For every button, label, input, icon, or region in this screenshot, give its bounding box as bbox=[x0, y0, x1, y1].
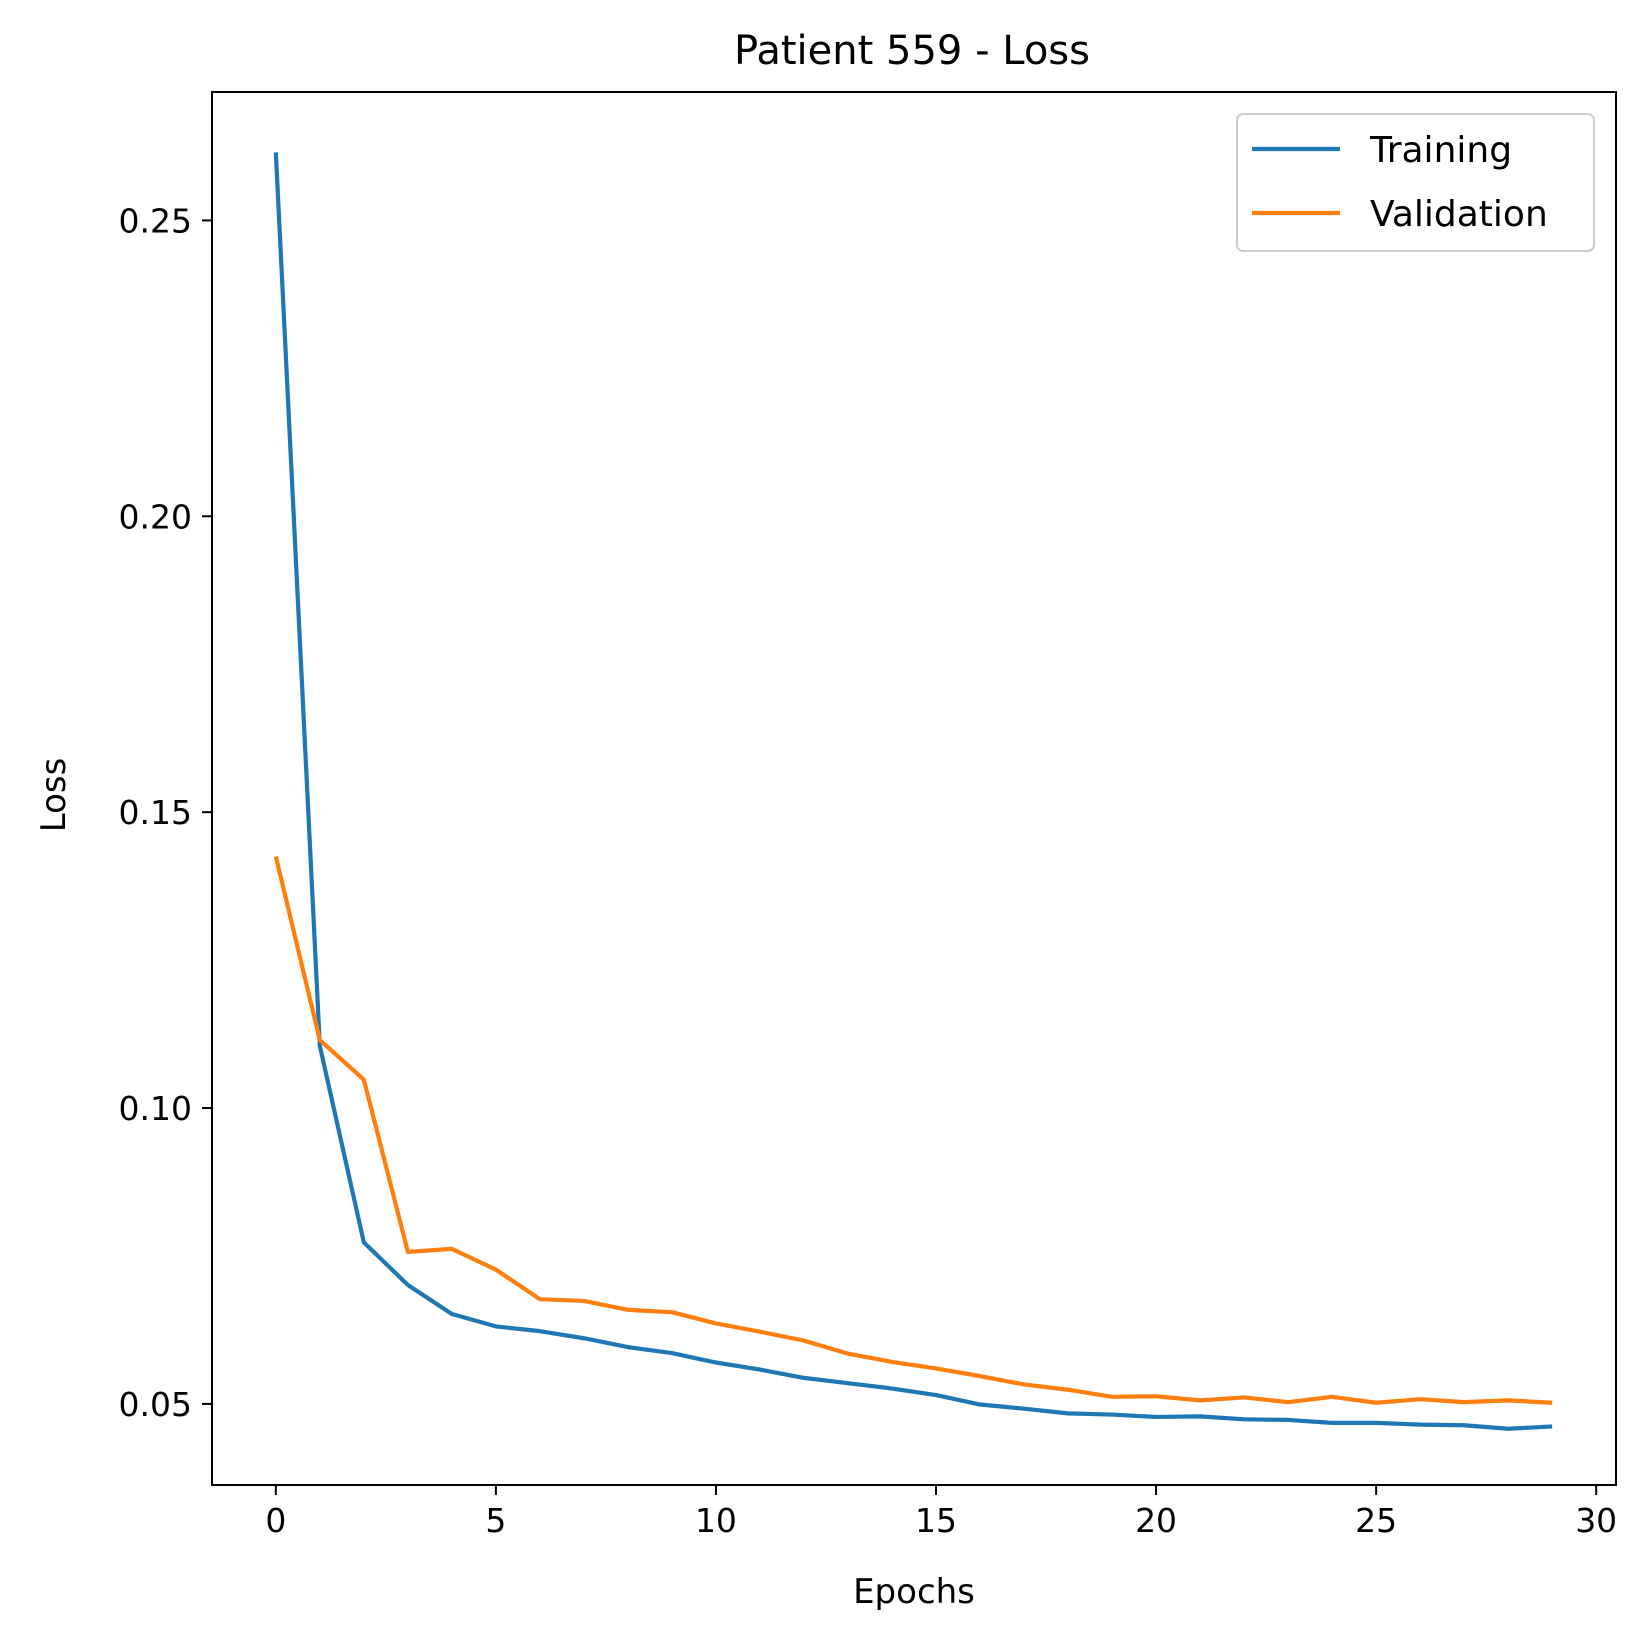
chart-title: Patient 559 - Loss bbox=[734, 28, 1090, 74]
y-axis: 0.05 0.10 0.15 0.20 0.25 bbox=[119, 201, 212, 1424]
legend: Training Validation bbox=[1236, 113, 1595, 252]
x-tick-label: 15 bbox=[915, 1501, 957, 1540]
x-axis: 0 5 10 15 20 25 30 bbox=[265, 1485, 1617, 1540]
y-tick-label: 0.10 bbox=[119, 1089, 192, 1128]
y-axis-label: Loss bbox=[34, 758, 74, 833]
x-axis-label: Epochs bbox=[853, 1572, 975, 1612]
x-tick-label: 5 bbox=[485, 1501, 506, 1540]
y-tick-label: 0.15 bbox=[119, 793, 192, 832]
x-tick-label: 25 bbox=[1355, 1501, 1397, 1540]
y-tick-label: 0.05 bbox=[119, 1385, 192, 1424]
plot-frame bbox=[211, 91, 1617, 1486]
x-tick-label: 30 bbox=[1575, 1501, 1617, 1540]
x-tick-label: 20 bbox=[1135, 1501, 1177, 1540]
series-line-validation bbox=[273, 856, 1553, 1405]
x-tick-label: 0 bbox=[265, 1501, 286, 1540]
series-group bbox=[273, 152, 1553, 1431]
legend-label-validation: Validation bbox=[1370, 194, 1548, 235]
legend-label-training: Training bbox=[1369, 130, 1512, 171]
y-tick-label: 0.25 bbox=[119, 201, 192, 240]
x-tick-label: 10 bbox=[695, 1501, 737, 1540]
y-tick-label: 0.20 bbox=[119, 497, 192, 536]
series-line-training bbox=[273, 152, 1553, 1431]
